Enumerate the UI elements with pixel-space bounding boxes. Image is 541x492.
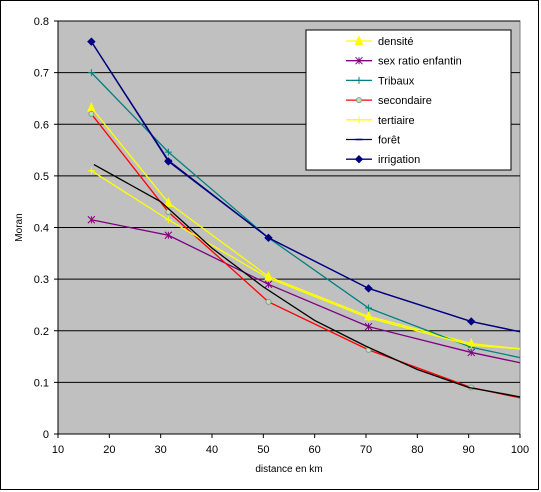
data-point <box>365 314 373 322</box>
data-point <box>87 37 96 46</box>
y-tick-label: 0.3 <box>34 274 49 286</box>
data-point <box>164 216 172 224</box>
y-tick-label: 0.8 <box>34 16 49 28</box>
data-point <box>365 304 373 312</box>
x-axis-label: distance en km <box>255 464 322 475</box>
data-point <box>364 284 373 293</box>
x-tick-label: 70 <box>360 444 372 456</box>
data-point <box>264 280 273 289</box>
x-tick-label: 50 <box>257 444 269 456</box>
series-4 <box>87 167 521 350</box>
series-line <box>90 41 521 333</box>
x-tick-label: 100 <box>511 444 529 456</box>
legend-item: Tribaux <box>346 75 415 87</box>
legend-item: sex ratio enfantin <box>346 56 462 68</box>
data-point <box>264 233 273 243</box>
y-tick-labels: 0 0.1 0.2 0.3 0.4 0.5 0.6 0.7 0.8 <box>34 16 49 441</box>
x-tick-labels: 10 20 30 40 50 60 70 80 90 100 <box>52 444 529 456</box>
series-line <box>90 72 521 359</box>
legend-marker <box>356 97 362 104</box>
data-point <box>164 231 173 240</box>
x-tick-label: 20 <box>103 444 115 456</box>
y-axis-label: Moran <box>14 213 25 241</box>
data-point <box>88 110 95 117</box>
x-tick-label: 30 <box>155 444 167 456</box>
data-point <box>87 69 95 77</box>
legend-label: Tribaux <box>378 75 415 87</box>
legend-marker <box>355 116 363 124</box>
legend-marker <box>355 56 363 65</box>
series-7 <box>93 163 521 398</box>
x-tick-label: 60 <box>309 444 321 456</box>
legend-label: sex ratio enfantin <box>378 56 462 68</box>
series-line <box>90 107 521 350</box>
series-line <box>91 170 521 350</box>
legend-label: tertiaire <box>378 115 415 127</box>
legend-label: irrigation <box>378 154 420 166</box>
legend-label: secondaire <box>378 95 432 107</box>
legend-item: forêt <box>346 135 400 147</box>
y-tick-label: 0.4 <box>34 223 49 235</box>
y-tick-label: 0.6 <box>34 119 49 131</box>
y-tick-label: 0.5 <box>34 171 49 183</box>
legend-marker <box>355 76 363 84</box>
data-point <box>164 148 172 156</box>
data-point <box>87 215 96 224</box>
legend-item: secondaire <box>346 95 432 107</box>
data-point <box>164 196 173 207</box>
x-tick-label: 90 <box>463 444 475 456</box>
y-tick-label: 0 <box>43 429 49 441</box>
data-point <box>467 341 475 349</box>
gridlines <box>58 20 520 383</box>
axes <box>54 20 521 438</box>
data-point <box>164 157 173 166</box>
data-point <box>467 317 476 326</box>
x-tick-label: 80 <box>411 444 423 456</box>
x-tick-label: 40 <box>206 444 218 456</box>
legend-marker <box>354 35 364 45</box>
data-point <box>264 274 272 282</box>
legend-label: densité <box>378 36 413 48</box>
y-tick-label: 0.1 <box>34 377 49 389</box>
series-1 <box>87 215 521 364</box>
legend-marker <box>354 154 364 164</box>
legend-label: forêt <box>378 135 400 147</box>
x-tick-label: 10 <box>52 444 64 456</box>
legend: densité sex ratio enfantin Tribaux secondai… <box>305 29 512 171</box>
series-layer <box>87 37 521 399</box>
legend-item: densité <box>346 35 413 48</box>
y-tick-label: 0.7 <box>34 68 49 80</box>
data-point <box>87 167 95 175</box>
series-line <box>91 219 521 364</box>
series-line <box>93 163 521 398</box>
legend-item: tertiaire <box>346 115 415 127</box>
legend-box <box>305 29 512 171</box>
legend-item: irrigation <box>346 154 420 166</box>
series-6 <box>87 37 521 333</box>
y-tick-label: 0.2 <box>34 326 49 338</box>
data-point <box>364 322 373 331</box>
data-point <box>265 298 272 305</box>
